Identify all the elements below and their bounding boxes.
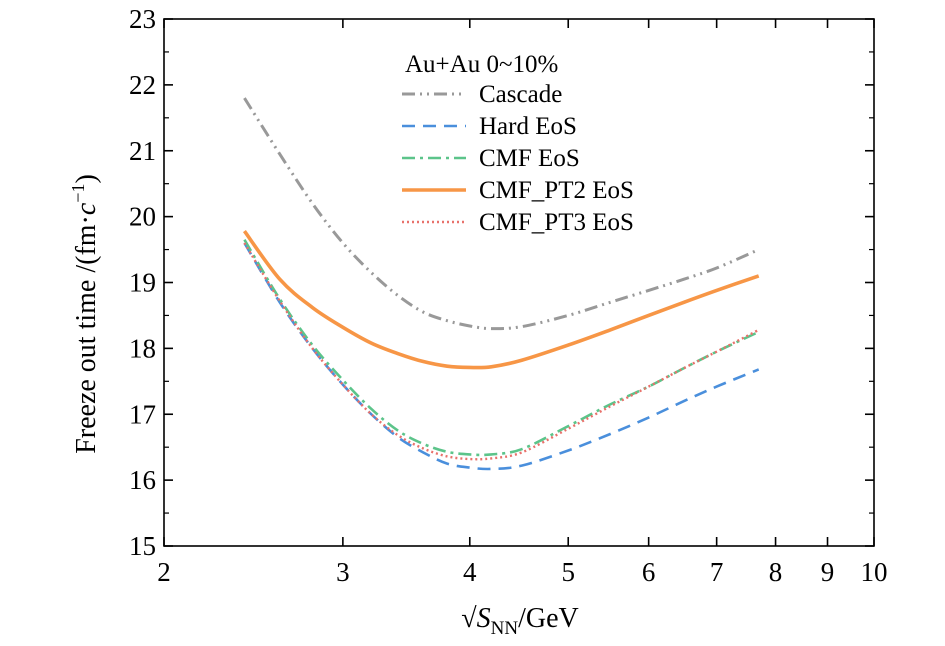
y-axis-title-main: Freeze out time /(fm· <box>71 215 102 454</box>
svg-text:Freeze out time /(fm·c−1): Freeze out time /(fm·c−1) <box>68 174 102 454</box>
y-tick-label: 16 <box>129 465 156 495</box>
axis-ticks <box>163 18 875 547</box>
series-line-cmf-eos <box>243 239 760 457</box>
legend-label-hard-eos: Hard EoS <box>479 113 577 140</box>
legend-label-cascade: Cascade <box>479 81 562 108</box>
y-tick-label: 18 <box>129 333 156 363</box>
y-tick-label: 21 <box>129 136 156 166</box>
series-line-cascade <box>243 97 760 331</box>
y-axis-title-var: c <box>71 202 102 215</box>
x-tick-label: 5 <box>561 557 575 587</box>
x-tick-label: 10 <box>861 557 888 587</box>
series-line-cmf-pt2-eos <box>242 230 760 370</box>
y-tick-label: 17 <box>129 399 156 429</box>
y-axis-title-sup: −1 <box>68 184 88 203</box>
x-axis-title-unit: /GeV <box>518 603 579 634</box>
y-tick-label: 22 <box>129 70 156 100</box>
x-tick-label: 4 <box>463 557 477 587</box>
x-tick-label: 8 <box>769 557 783 587</box>
x-tick-label: 2 <box>157 557 171 587</box>
x-axis-title: √SNN/GeV <box>461 603 578 639</box>
x-tick-label: 3 <box>336 557 350 587</box>
x-axis-title-sub: NN <box>491 618 519 639</box>
x-tick-label: 6 <box>642 557 656 587</box>
svg-text:√SNN/GeV: √SNN/GeV <box>461 603 578 639</box>
y-tick-label: 19 <box>129 268 156 298</box>
y-axis-title-close: ) <box>71 174 102 183</box>
series-line-hard-eos <box>243 242 760 471</box>
legend-label-cmf-eos: CMF EoS <box>479 145 580 172</box>
legend: Au+Au 0~10% Cascade Hard EoS CMF EoS CMF_PT2… <box>402 51 634 236</box>
y-tick-label: 15 <box>129 531 156 561</box>
y-tick-label: 20 <box>129 202 156 232</box>
y-axis-title: Freeze out time /(fm·c−1) <box>68 174 102 454</box>
series-line-cmf-pt3-eos <box>243 242 760 461</box>
series-curves <box>242 97 760 471</box>
legend-label-cmf-pt3-eos: CMF_PT3 EoS <box>479 209 634 236</box>
x-axis-title-var: S <box>477 603 491 634</box>
x-tick-label: 7 <box>710 557 724 587</box>
x-axis-title-sqrt: √ <box>461 603 477 634</box>
y-tick-label: 23 <box>129 4 156 34</box>
legend-label-cmf-pt2-eos: CMF_PT2 EoS <box>479 177 634 204</box>
legend-title: Au+Au 0~10% <box>405 51 558 78</box>
x-tick-label: 9 <box>821 557 835 587</box>
